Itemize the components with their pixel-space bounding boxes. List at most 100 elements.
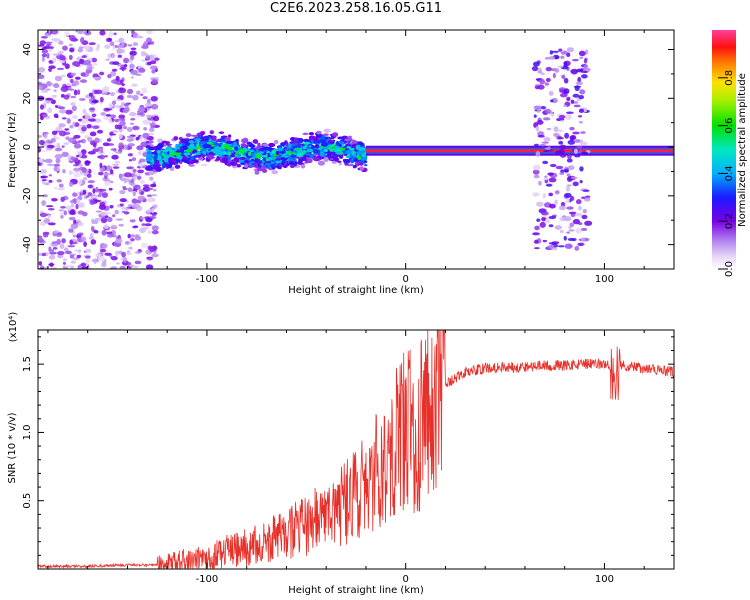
- spectrogram-cell: [78, 151, 83, 158]
- spectrogram-cell: [263, 147, 268, 150]
- spectrogram-cell: [581, 214, 588, 220]
- spectrogram-cell: [137, 107, 146, 112]
- spectrogram-cell: [130, 122, 134, 125]
- spectrogram-cell: [565, 198, 570, 204]
- spectrogram-feature: [38, 30, 160, 269]
- spectrogram-cell: [78, 46, 84, 49]
- x-tick-label: -100: [196, 274, 219, 285]
- spectrogram-cell: [548, 90, 554, 96]
- spectrogram-cell: [544, 108, 552, 114]
- spectrogram-cell: [531, 65, 539, 72]
- spectrogram-cell: [578, 108, 585, 114]
- spectrogram-cell: [552, 72, 556, 79]
- spectrogram-cell: [69, 210, 76, 215]
- spectrogram-cell: [539, 221, 546, 228]
- spectrogram-cell: [101, 262, 107, 268]
- spectrogram-cell: [548, 56, 555, 60]
- spectrogram-cell: [118, 223, 124, 227]
- spectrogram-cell: [200, 163, 208, 167]
- spectrogram-cell: [54, 75, 63, 82]
- spectrogram-cell: [578, 120, 583, 124]
- spectrogram-cell: [564, 166, 568, 169]
- spectrogram-cell: [78, 140, 83, 143]
- spectrogram-cell: [224, 136, 231, 142]
- spectrogram-cell: [54, 154, 63, 159]
- spectrogram-cell: [307, 157, 313, 164]
- spectrogram-cell: [545, 77, 551, 83]
- spectrogram-cell: [47, 222, 56, 226]
- spectrogram-cell: [575, 81, 584, 86]
- spectrogram-cell: [109, 131, 114, 136]
- spectrogram-cell: [52, 53, 61, 56]
- spectrogram-cell: [289, 165, 295, 168]
- spectrogram-cell: [223, 151, 227, 155]
- spectrogram-cell: [304, 151, 311, 156]
- spectrogram-cell: [558, 149, 565, 155]
- colorbar-tick-label: 0.0: [724, 261, 735, 277]
- spectrogram-cell: [104, 44, 111, 49]
- spectrogram-cell: [64, 264, 71, 268]
- spectrogram-cell: [108, 117, 112, 124]
- spectrogram-cell: [541, 211, 549, 216]
- spectrogram-cell: [563, 104, 568, 108]
- spectrogram-cell: [293, 137, 299, 143]
- spectrogram-cell: [543, 150, 550, 153]
- spectrogram-cell: [290, 152, 298, 155]
- spectrogram-cell: [126, 135, 134, 139]
- spectrogram-cell: [100, 217, 108, 224]
- spectrogram-cell: [148, 146, 155, 151]
- spectrogram-cell: [101, 229, 107, 236]
- spectrogram-cell: [207, 154, 215, 160]
- spectrogram-cell: [165, 154, 171, 159]
- spectrogram-cell: [65, 250, 72, 255]
- spectrogram-cell: [579, 141, 588, 146]
- spectrogram-cell: [48, 254, 56, 260]
- spectrogram-cell: [150, 40, 155, 45]
- spectrogram-cell: [91, 57, 98, 63]
- spectrogram-cell: [248, 144, 256, 148]
- spectrogram-cell: [579, 56, 584, 60]
- spectrogram-cell: [140, 93, 144, 96]
- spectrogram-cell: [565, 114, 572, 121]
- spectrogram-cell: [59, 212, 64, 215]
- x-tick-label: 100: [595, 274, 614, 285]
- spectrogram-cell: [213, 142, 220, 148]
- spectrogram-cell: [548, 242, 557, 245]
- spectrogram-cell: [131, 157, 137, 161]
- spectrogram-cell: [44, 158, 53, 164]
- spectrogram-cell: [126, 252, 133, 255]
- spectrogram-cell: [293, 161, 298, 167]
- spectrogram-cell: [534, 85, 540, 90]
- spectrogram-cell: [542, 160, 549, 165]
- spectrogram-cell: [151, 207, 155, 214]
- spectrogram-cell: [137, 186, 141, 190]
- spectrogram-cell: [68, 54, 73, 60]
- spectrogram-cell: [47, 214, 51, 219]
- spectrogram-cell: [365, 149, 674, 153]
- spectrogram-cell: [60, 214, 64, 219]
- spectrogram-cell: [57, 187, 66, 191]
- spectrogram-cell: [96, 129, 104, 134]
- spectrogram-cell: [128, 246, 133, 250]
- spectrogram-cell: [145, 264, 154, 269]
- spectrogram-cell: [102, 86, 110, 93]
- spectrogram-cell: [99, 71, 105, 76]
- spectrogram-cell: [105, 113, 112, 117]
- spectrogram-cell: [42, 131, 49, 135]
- spectrogram-cell: [312, 140, 319, 144]
- spectrogram-cell: [253, 162, 258, 167]
- spectrogram-cell: [330, 137, 335, 140]
- spectrogram-cell: [263, 149, 268, 153]
- spectrogram-cell: [551, 247, 558, 251]
- colorbar-label: Normalized spectral amplitude: [737, 73, 748, 227]
- spectrogram-cell: [176, 155, 183, 160]
- spectrogram-cell: [149, 215, 157, 219]
- spectrogram-cell: [564, 243, 573, 249]
- spectrogram-cell: [292, 142, 299, 146]
- spectrogram-cell: [302, 132, 309, 136]
- spectrogram-cell: [169, 150, 173, 153]
- spectrogram-cell: [217, 152, 223, 157]
- spectrogram-cell: [533, 174, 540, 179]
- spectrogram-cell: [193, 152, 201, 156]
- spectrogram-feature: [365, 145, 674, 156]
